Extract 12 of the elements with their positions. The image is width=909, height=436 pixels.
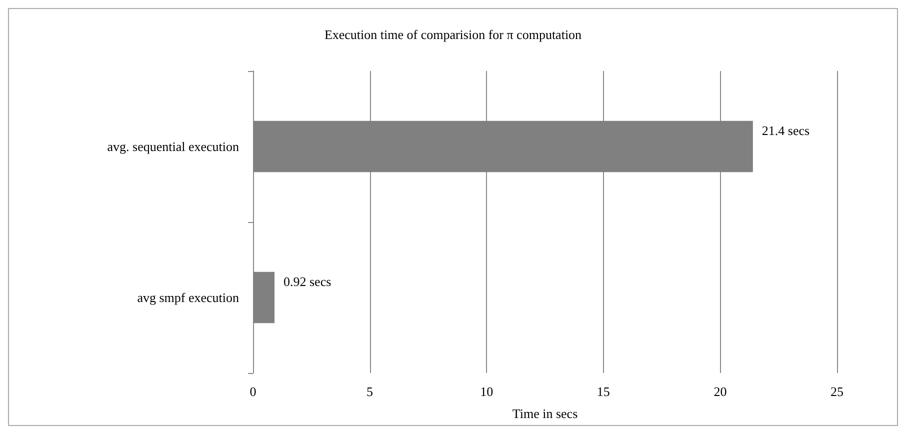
x-axis-title: Time in secs bbox=[512, 406, 578, 421]
x-tick-label: 25 bbox=[830, 384, 844, 399]
x-tick-label: 15 bbox=[596, 384, 610, 399]
x-tick-label: 10 bbox=[480, 384, 494, 399]
y-tick-label: avg smpf execution bbox=[137, 290, 240, 305]
y-tick-label: avg. sequential execution bbox=[107, 139, 240, 154]
data-label: 21.4 secs bbox=[762, 123, 810, 138]
x-tick-label: 0 bbox=[250, 384, 256, 399]
x-tick-label: 20 bbox=[714, 384, 727, 399]
data-label: 0.92 secs bbox=[283, 274, 332, 289]
chart-title: Execution time of comparision for π computation bbox=[324, 27, 582, 42]
x-tick-label: 5 bbox=[366, 384, 374, 399]
